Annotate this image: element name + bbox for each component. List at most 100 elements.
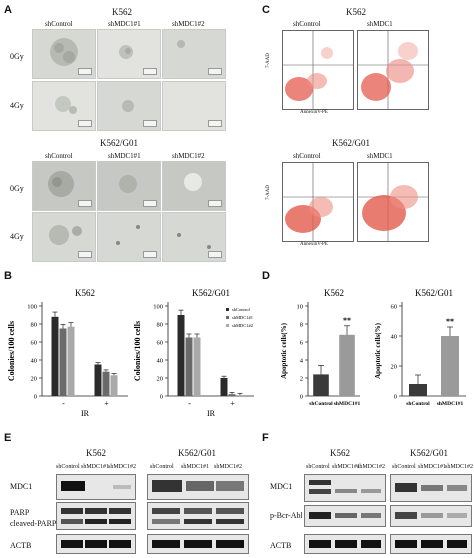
chart-d-k562-category-1: shMDC1#1 [334, 401, 361, 407]
panel-f-line-2: K562/G01 [410, 448, 448, 458]
panel-e-lane-2a: shMDC1#1 [81, 464, 110, 470]
panel-f-row-mdc1: MDC1 [270, 482, 293, 491]
chart-b-g01-legend-swatch-0 [226, 308, 229, 311]
chart-d-k562-ytick-label-5: 10 [297, 304, 304, 311]
chart-b-k562-ytick-label-4: 80 [31, 322, 38, 329]
blot-e-g01-parp [147, 502, 249, 530]
panel-c-bottom-yaxis: 7-AAD [266, 185, 271, 200]
panel-f-row-pbcrabl: p-Bcr-Abl [270, 511, 303, 520]
blot-f-g01-mdc1 [390, 474, 472, 502]
panel-c-bottom-col-2: shMDC1 [367, 152, 393, 160]
chart-d-k562-ytick-label-0: 0 [300, 394, 303, 401]
panel-a-top-col-1: shControl [45, 20, 73, 28]
micrograph-g01-shmdc1-1-4gy [97, 212, 161, 262]
chart-b-k562: K562 0 20 40 60 80 100 Colonies/100 cells - + IR [7, 288, 128, 418]
chart-b-g01-xlabel: IR [207, 409, 216, 418]
chart-b-k562-bar-0-0 [51, 316, 59, 396]
chart-b-k562-ytick-label-1: 20 [31, 376, 38, 383]
panel-e-row-parp: PARP [10, 508, 30, 517]
chart-b-k562-group-label-1: + [104, 399, 109, 408]
blot-e-k562-mdc1 [56, 474, 136, 500]
chart-d-k562-bar-1 [339, 334, 355, 396]
micrograph-g01-shcontrol-0gy [32, 161, 96, 211]
blot-f-k562-mdc1 [304, 474, 386, 502]
chart-b-g01-ytick-label-0: 0 [160, 394, 163, 401]
panel-e-lane-3a: shMDC1#2 [108, 464, 137, 470]
chart-d-g01-ylabel: Apoptotic cells(%) [374, 322, 382, 378]
chart-b-k562-ytick-label-0: 0 [34, 394, 37, 401]
panel-a-bottom-row-0gy: 0Gy [10, 184, 24, 193]
chart-d-g01-category-0: shControl [406, 401, 430, 407]
panel-letter-e: E [4, 432, 12, 444]
chart-b-k562-bar-1-2 [110, 375, 118, 396]
chart-d-g01-bar-0 [409, 384, 427, 396]
chart-d-g01-significance: ** [446, 317, 454, 326]
chart-d-g01-ytick-label-0: 0 [394, 394, 397, 401]
panel-e-line-1: K562 [86, 448, 106, 458]
panel-c-top-col-2: shMDC1 [367, 20, 393, 28]
chart-b-g01-bar-0-2 [193, 337, 201, 396]
flow-plot-k562-shcontrol [282, 30, 354, 110]
panel-f-lane-1b: shControl [392, 464, 416, 470]
chart-b-k562-bar-0-1 [59, 328, 67, 396]
panel-c-top-yaxis: 7-AAD [266, 53, 271, 68]
blot-e-k562-actb [56, 534, 136, 554]
micrograph-k562-shmdc1-2-0gy [162, 29, 226, 79]
chart-d-k562-ytick-label-4: 8 [300, 322, 303, 329]
micrograph-k562-shmdc1-2-4gy [162, 81, 226, 131]
flow-plot-g01-shcontrol [282, 162, 354, 242]
blot-f-k562-pbcrabl [304, 505, 386, 527]
panel-f-row-actb: ACTB [270, 541, 292, 550]
chart-b-g01-bar-1-1 [228, 394, 236, 396]
chart-b-k562-xlabel: IR [81, 409, 90, 418]
chart-b-k562-ytick-label-3: 60 [31, 340, 38, 347]
chart-b-k562-bar-1-1 [102, 371, 110, 396]
panel-a-top-col-2: shMDC1#1 [108, 20, 141, 28]
panel-a-bottom-row-4gy: 4Gy [10, 232, 24, 241]
micrograph-k562-shcontrol-0gy [32, 29, 96, 79]
chart-d-k562-significance: ** [343, 316, 351, 325]
panel-e-lane-1b: shControl [150, 464, 174, 470]
chart-b-g01-legend-label-0: shControl [232, 307, 251, 312]
chart-b-g01-legend-label-2: shMDC1#2 [232, 323, 253, 328]
chart-b-g01-ytick-label-3: 60 [157, 340, 164, 347]
chart-b-g01-ytick-label-5: 100 [153, 304, 163, 311]
chart-d-k562-category-0: shControl [309, 401, 333, 407]
flow-plot-g01-shmdc1 [357, 162, 429, 242]
chart-b-g01-group-label-1: + [230, 399, 235, 408]
panel-a-top-row-4gy: 4Gy [10, 101, 24, 110]
chart-d-k562-title: K562 [324, 288, 344, 298]
panel-e-line-2: K562/G01 [178, 448, 216, 458]
panel-e-lane-2b: shMDC1#1 [181, 464, 210, 470]
blot-f-g01-actb [390, 534, 472, 554]
chart-d-k562-ytick-label-2: 4 [300, 358, 304, 365]
panel-c-bottom-col-1: shControl [293, 152, 321, 160]
panel-letter-a: A [4, 4, 12, 16]
panel-a-bottom-title: K562/G01 [100, 138, 138, 148]
chart-b-g01-group-label-0: - [188, 399, 191, 408]
micrograph-g01-shmdc1-2-0gy [162, 161, 226, 211]
panel-e-lane-3b: shMDC1#2 [214, 464, 243, 470]
chart-b-g01-ylabel: Colonies/100 cells [133, 321, 142, 381]
chart-b-k562-title: K562 [75, 288, 95, 298]
micrograph-k562-shmdc1-1-4gy [97, 81, 161, 131]
chart-d-g01-category-1: shMDC1#1 [437, 401, 464, 407]
chart-b-g01-ytick-label-1: 20 [157, 376, 164, 383]
panel-c-bottom-xaxis: AnnexinV-PE [300, 242, 328, 247]
chart-d-g01-bar-1 [441, 336, 459, 396]
blot-e-g01-actb [147, 534, 249, 554]
panel-f-lane-3a: shMDC1#2 [357, 464, 386, 470]
chart-b-g01-bar-1-0 [220, 378, 228, 396]
micrograph-g01-shcontrol-4gy [32, 212, 96, 262]
panel-f-line-1: K562 [330, 448, 350, 458]
blot-e-g01-mdc1 [147, 474, 249, 500]
chart-d-k562: K562 0 2 4 6 8 10 Apoptotic cells(%) shControl sh… [280, 288, 361, 407]
chart-b-k562-group-label-0: - [62, 399, 65, 408]
chart-d-g01: K562/G01 0 20 40 60 Apoptotic cells(%) shContr… [374, 288, 466, 407]
blot-f-g01-pbcrabl [390, 505, 472, 527]
chart-b-g01-legend-swatch-2 [226, 324, 229, 327]
micrograph-k562-shcontrol-4gy [32, 81, 96, 131]
blot-e-k562-parp [56, 502, 136, 530]
chart-d-k562-bar-0 [313, 374, 329, 396]
micrograph-g01-shmdc1-1-0gy [97, 161, 161, 211]
